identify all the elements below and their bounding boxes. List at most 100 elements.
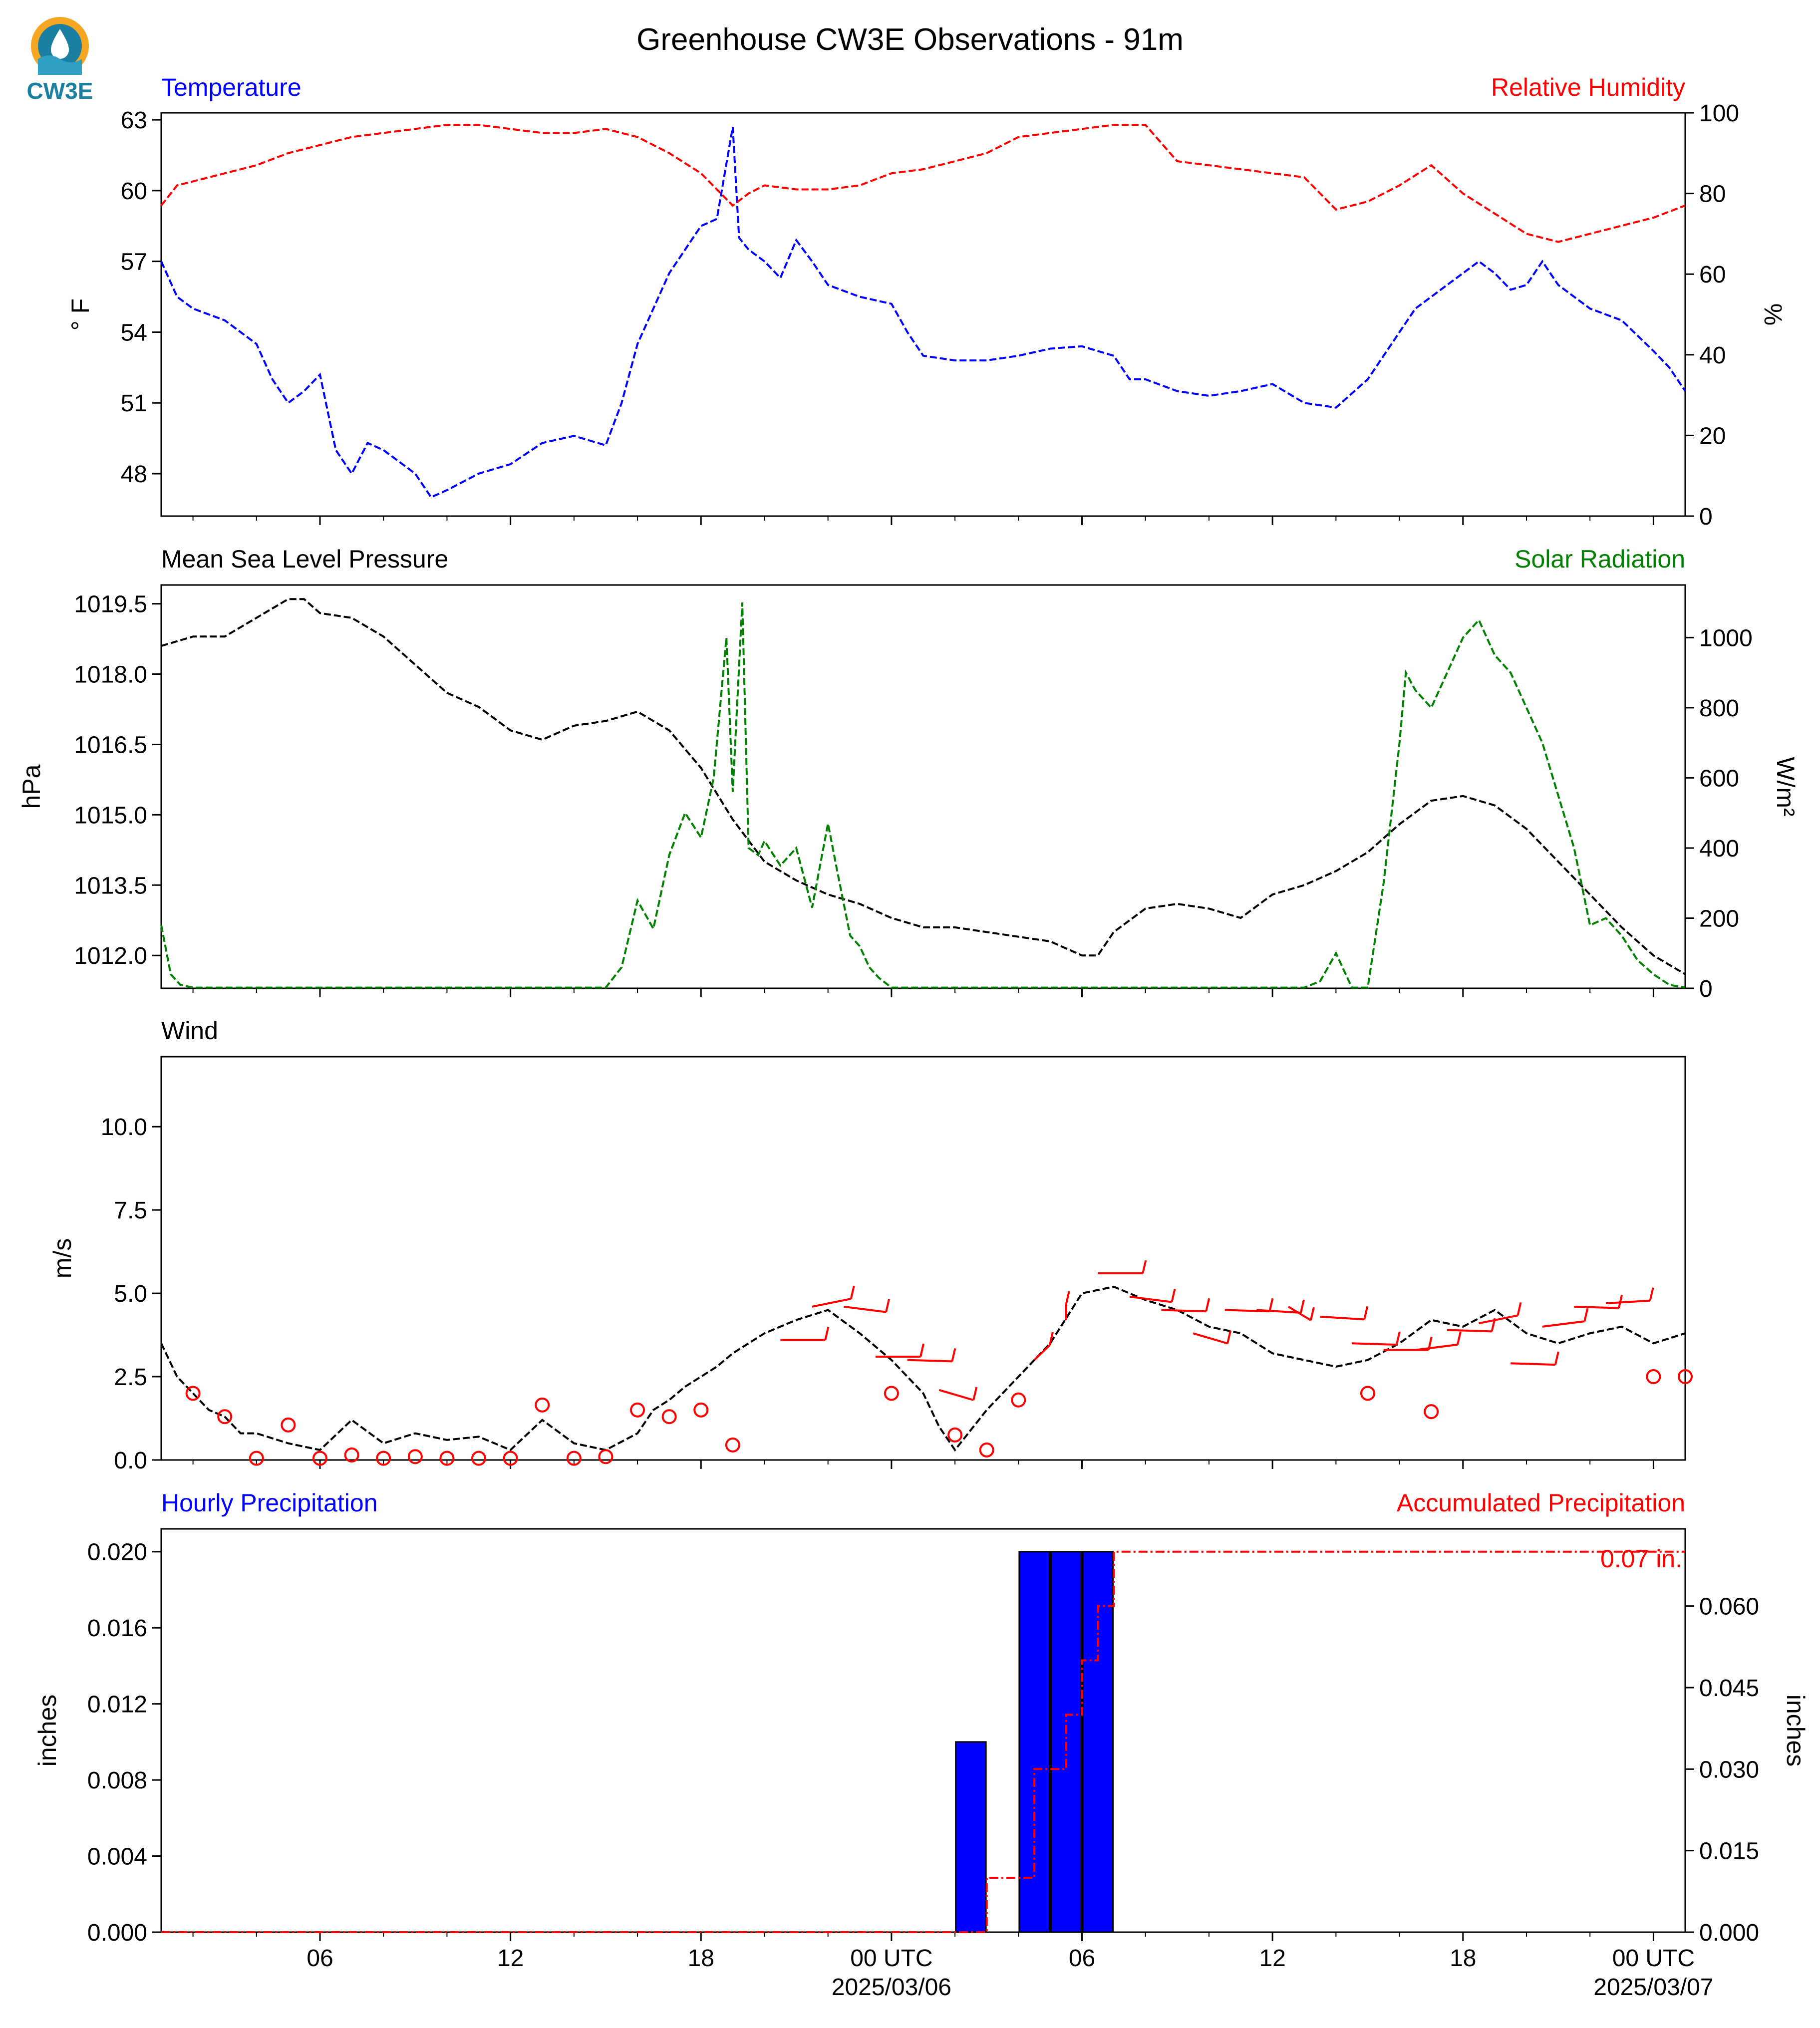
calm-wind-circle xyxy=(1678,1369,1693,1385)
left-y-tick-label: 1018.0 xyxy=(74,662,147,688)
right-y-tick-label: 0.060 xyxy=(1699,1594,1759,1620)
x-tick-label: 12 xyxy=(497,1945,524,1972)
left-y-tick-label: 1019.5 xyxy=(74,591,147,618)
right-axis-label: inches xyxy=(1782,1695,1810,1767)
right-y-tick-label: 0.045 xyxy=(1699,1675,1759,1702)
right-y-tick-label: 600 xyxy=(1699,765,1739,792)
calm-wind-circle xyxy=(693,1402,709,1418)
left-y-tick-label: 1015.0 xyxy=(74,802,147,829)
calm-wind-circle xyxy=(979,1442,994,1457)
water-drop-icon xyxy=(51,29,69,59)
calm-wind-circle xyxy=(185,1386,201,1401)
right-axis-ticks: 0 200 400 600 800 1000 xyxy=(1685,625,1753,1002)
accumulated-precip-line xyxy=(161,1550,1685,1933)
x-date-label: 2025/03/07 xyxy=(1593,1974,1713,2001)
wind-barb-flag xyxy=(919,1343,925,1357)
wind-barb-shaft xyxy=(1511,1362,1555,1366)
x-tick-label: 06 xyxy=(1069,1945,1095,1972)
wind-barb-flag xyxy=(1517,1302,1522,1316)
left-y-tick-label: 0.004 xyxy=(87,1844,147,1870)
panel-wind: Wind 0.0 2.5 5.0 7.5 10.0 m/s xyxy=(48,1017,1693,1474)
plot-frame xyxy=(160,112,1686,517)
x-tick-label: 12 xyxy=(1259,1945,1285,1972)
left-y-tick-label: 0.012 xyxy=(87,1692,147,1718)
data-series-line xyxy=(160,1285,1686,1452)
calm-wind-circle xyxy=(884,1386,899,1401)
left-y-tick-label: 63 xyxy=(121,107,147,134)
left-y-tick-label: 48 xyxy=(121,461,147,488)
wind-barb-shaft xyxy=(1415,1343,1458,1351)
panel-precipitation: Hourly Precipitation Accumulated Precipi… xyxy=(33,1489,1810,1946)
left-y-tick-label: 1016.5 xyxy=(74,732,147,758)
x-tick-label: 00 UTC xyxy=(850,1945,932,1972)
right-y-tick-label: 100 xyxy=(1699,100,1739,127)
wind-barb-shaft xyxy=(812,1298,852,1308)
right-y-tick-label: 0.030 xyxy=(1699,1756,1759,1783)
wind-barb-flag xyxy=(850,1285,855,1299)
wind-barb-shaft xyxy=(1479,1314,1518,1325)
solar-title: Solar Radiation xyxy=(1515,545,1685,573)
wind-barb-flag xyxy=(1583,1308,1589,1322)
left-y-tick-label: 51 xyxy=(121,390,147,417)
panel-temperature-humidity: Temperature Relative Humidity 48 51 54 57 60… xyxy=(66,73,1787,530)
calm-wind-circle xyxy=(407,1449,423,1464)
left-axis-ticks: 0.000 0.004 0.008 0.012 0.016 0.020 xyxy=(87,1539,161,1946)
left-y-tick-label: 57 xyxy=(121,249,147,276)
left-axis-ticks: 48 51 54 57 60 63 xyxy=(121,107,161,488)
wind-barb-flag xyxy=(1309,1307,1315,1321)
left-y-tick-label: 7.5 xyxy=(114,1197,147,1224)
calm-wind-circle xyxy=(947,1427,963,1443)
wind-barb-flag xyxy=(1171,1289,1176,1303)
calm-wind-circle xyxy=(376,1450,391,1466)
wind-barb-shaft xyxy=(1352,1342,1397,1346)
calm-wind-circle xyxy=(249,1450,264,1466)
right-axis-label: W/m² xyxy=(1772,757,1800,816)
hourly-precip-title: Hourly Precipitation xyxy=(161,1489,378,1517)
right-y-tick-label: 60 xyxy=(1699,262,1726,288)
wind-barb-flag xyxy=(972,1387,978,1401)
wind-barb-flag xyxy=(1395,1331,1401,1345)
calm-wind-circle xyxy=(439,1450,455,1466)
x-tick-label: 00 UTC xyxy=(1612,1945,1695,1972)
x-axis-ticks xyxy=(192,1460,1654,1469)
wind-barb-flag xyxy=(1363,1306,1369,1320)
x-tick-label: 06 xyxy=(306,1945,333,1972)
x-tick-label: 18 xyxy=(688,1945,714,1972)
data-series-line xyxy=(160,602,1686,989)
accumulated-total-label: 0.07 in. xyxy=(1600,1545,1682,1573)
wind-barb-shaft xyxy=(1320,1315,1365,1321)
data-series-line xyxy=(161,598,1686,975)
x-date-label: 2025/03/06 xyxy=(832,1974,951,2001)
left-axis-label: inches xyxy=(33,1695,61,1767)
calm-wind-circle xyxy=(566,1450,582,1466)
wind-barb-shaft xyxy=(1256,1309,1301,1314)
wind-barb-flag xyxy=(1456,1331,1462,1345)
wind-barb-flag xyxy=(885,1299,891,1313)
calm-wind-circle xyxy=(312,1450,328,1466)
plot-frame xyxy=(160,1056,1686,1461)
left-y-tick-label: 1013.5 xyxy=(74,872,147,899)
right-y-tick-label: 0.015 xyxy=(1699,1838,1759,1865)
left-y-tick-label: 0.016 xyxy=(87,1615,147,1642)
series-layer xyxy=(161,1550,1685,1933)
logo-wave xyxy=(38,55,82,75)
left-axis-label: m/s xyxy=(48,1238,76,1279)
wind-barb-flag xyxy=(824,1327,830,1341)
data-series-line xyxy=(160,127,1686,499)
figure-title: Greenhouse CW3E Observations - 91m xyxy=(636,22,1184,57)
left-y-tick-label: 5.0 xyxy=(114,1281,147,1307)
right-axis-label: % xyxy=(1759,303,1787,325)
right-y-tick-label: 1000 xyxy=(1699,625,1753,651)
calm-wind-circle xyxy=(471,1450,487,1466)
right-axis-ticks: 0.000 0.015 0.030 0.045 0.060 xyxy=(1685,1594,1759,1946)
wind-barb-shaft xyxy=(1161,1309,1207,1313)
right-y-tick-label: 0.000 xyxy=(1699,1920,1759,1946)
calm-wind-circle xyxy=(725,1437,740,1452)
left-y-tick-label: 0.020 xyxy=(87,1539,147,1566)
right-y-tick-label: 200 xyxy=(1699,905,1739,932)
calm-wind-circle xyxy=(344,1447,359,1462)
left-axis-label: hPa xyxy=(17,764,45,809)
left-y-tick-label: 10.0 xyxy=(101,1114,147,1141)
wind-barb-flag xyxy=(1268,1298,1274,1312)
humidity-title: Relative Humidity xyxy=(1491,73,1685,101)
